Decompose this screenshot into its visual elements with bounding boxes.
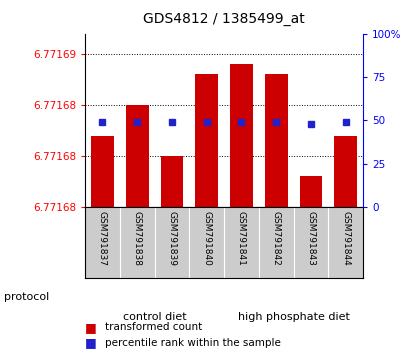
- Text: GSM791843: GSM791843: [307, 211, 315, 266]
- Bar: [334, 136, 357, 207]
- Text: GSM791842: GSM791842: [272, 211, 281, 266]
- Text: transformed count: transformed count: [105, 322, 202, 332]
- Bar: [91, 136, 114, 207]
- Text: GSM791838: GSM791838: [133, 211, 142, 266]
- Text: percentile rank within the sample: percentile rank within the sample: [105, 338, 281, 348]
- Text: ■: ■: [85, 336, 97, 349]
- Bar: [230, 64, 253, 207]
- Bar: [265, 74, 288, 207]
- Text: GSM791840: GSM791840: [202, 211, 211, 266]
- Text: protocol: protocol: [4, 292, 49, 302]
- Bar: [161, 156, 183, 207]
- Text: high phosphate diet: high phosphate diet: [238, 312, 349, 322]
- Text: ■: ■: [85, 321, 97, 334]
- Text: GSM791839: GSM791839: [168, 211, 176, 266]
- Bar: [300, 177, 322, 207]
- Text: GSM791844: GSM791844: [341, 211, 350, 266]
- Text: GDS4812 / 1385499_at: GDS4812 / 1385499_at: [143, 12, 305, 27]
- Bar: [126, 105, 149, 207]
- Text: GSM791837: GSM791837: [98, 211, 107, 266]
- Text: GSM791841: GSM791841: [237, 211, 246, 266]
- Bar: [195, 74, 218, 207]
- Text: control diet: control diet: [123, 312, 186, 322]
